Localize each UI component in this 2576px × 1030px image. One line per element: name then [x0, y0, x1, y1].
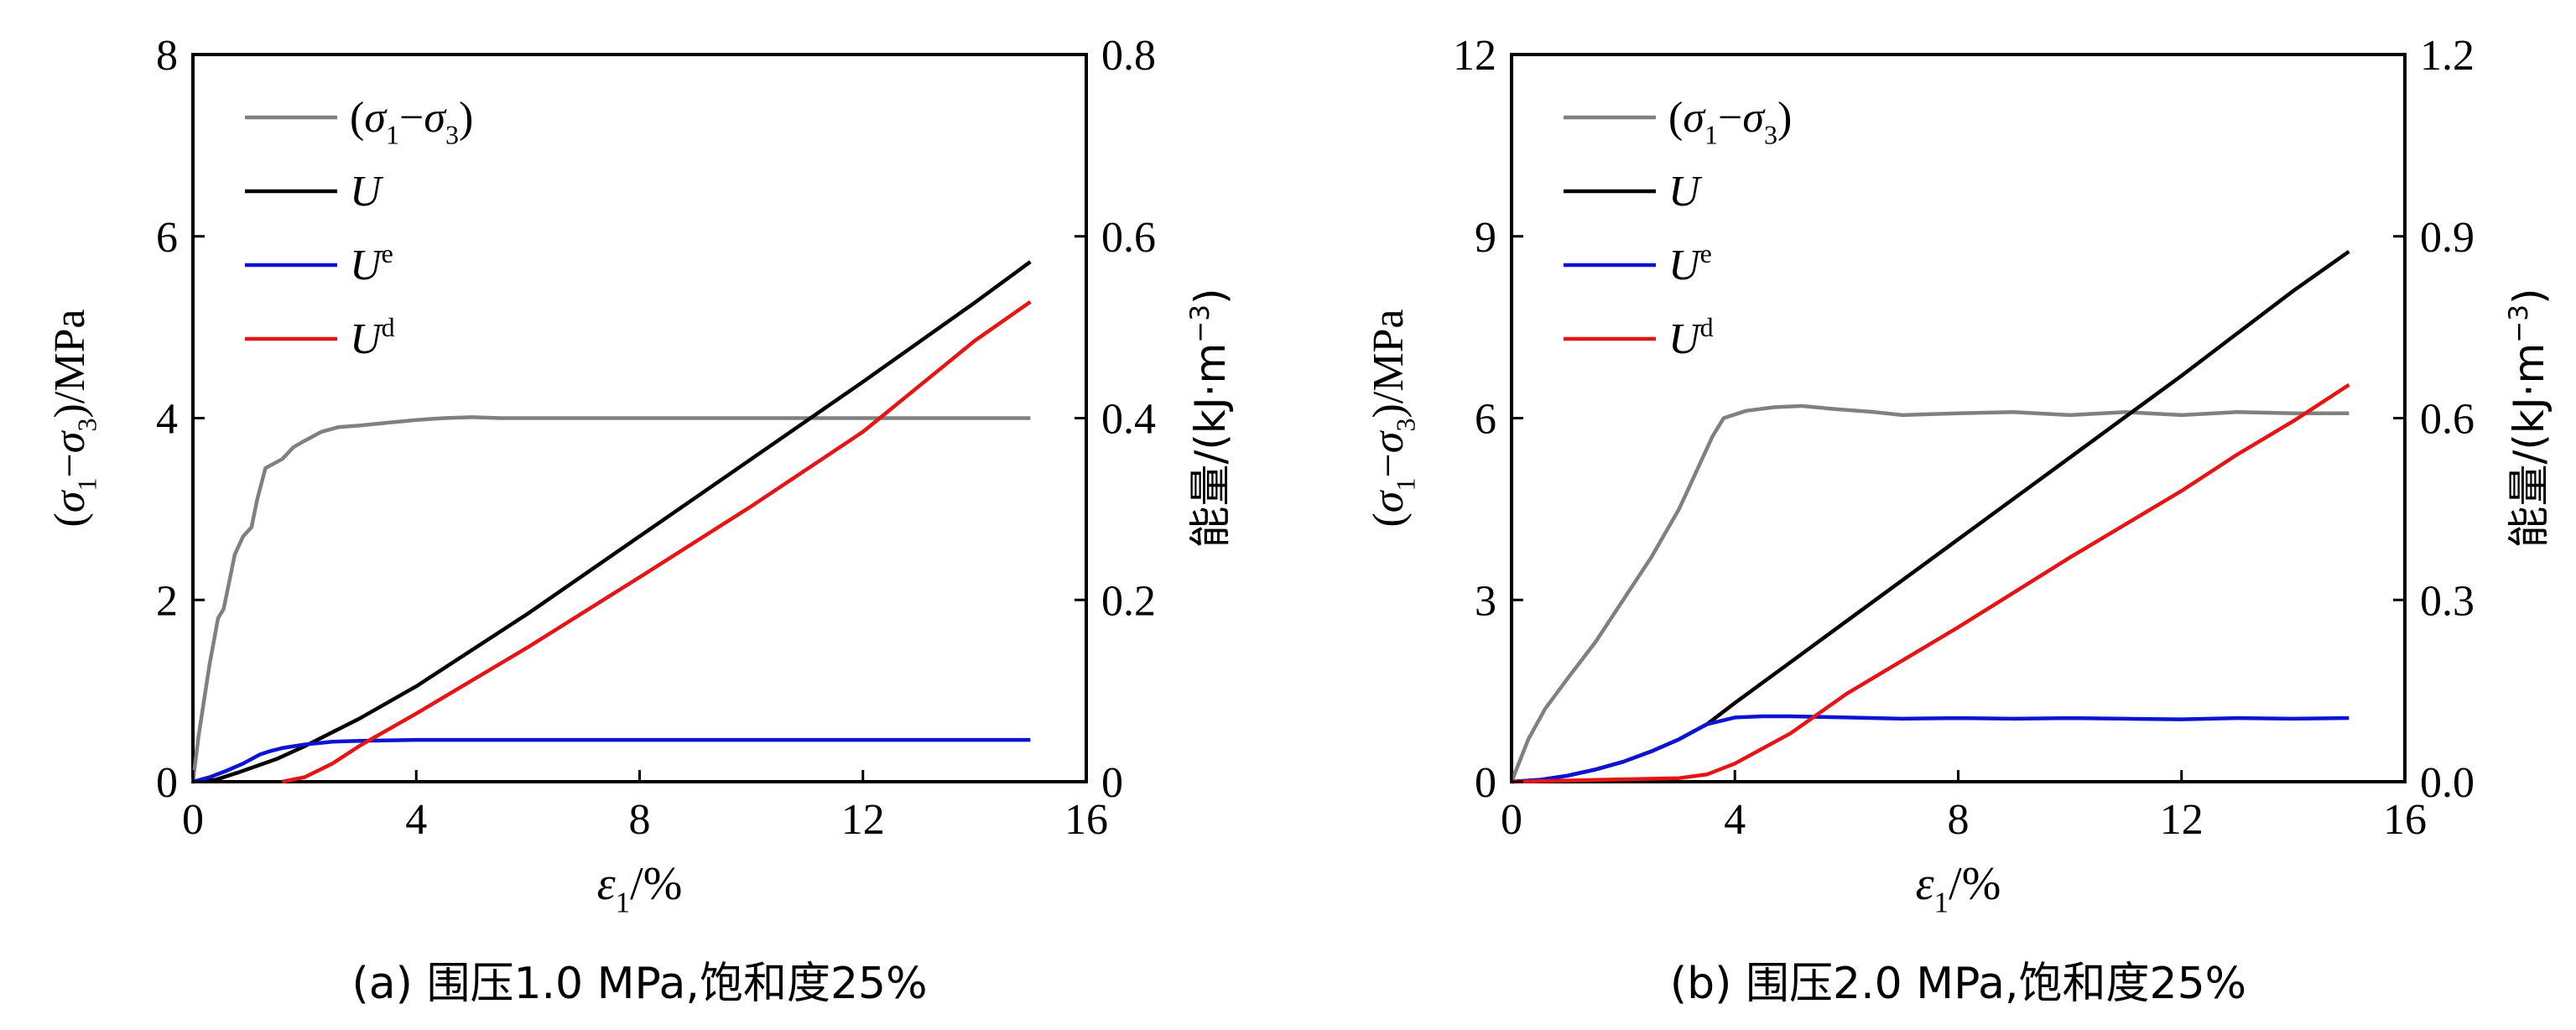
y-axis-label-left: (σ1−σ3)/MPa — [1365, 309, 1421, 527]
y-left-tick-label: 6 — [156, 214, 178, 262]
y-right-tick-label: 0.3 — [2420, 577, 2475, 625]
series-layer — [190, 260, 1032, 784]
series-line-u — [192, 260, 1032, 784]
legend: (σ1−σ3) U Ue​ Ud​ — [245, 94, 473, 363]
y-left-tick-label: 4 — [156, 396, 178, 444]
x-tick-label: 12 — [841, 796, 885, 844]
legend-label-s1-s3: (σ1−σ3) — [1668, 94, 1792, 150]
x-tick-label: 12 — [2160, 796, 2204, 844]
y-left-tick-label: 2 — [156, 577, 178, 625]
legend-label-ue: Ue​ — [1668, 238, 1712, 289]
x-axis-label: ε1/% — [597, 858, 683, 919]
y-left-tick-label: 6 — [1475, 396, 1496, 444]
series-line-s1-s3 — [190, 415, 1031, 783]
y-left-tick-label: 9 — [1475, 214, 1496, 262]
y-right-tick-label: 0.6 — [1101, 214, 1156, 262]
series-line-s1-s3 — [1509, 403, 2350, 783]
x-tick-label: 0 — [182, 796, 204, 844]
y-right-tick-label: 0.6 — [2420, 396, 2475, 444]
y-left-tick-label: 0 — [156, 759, 178, 807]
x-tick-label: 0 — [1501, 796, 1522, 844]
y-right-tick-label: 0.8 — [1101, 32, 1156, 80]
axis-ticks: 0 4 8 12 16 0 3 6 9 12 0.0 0.3 0.6 0.9 1.2 — [1453, 32, 2475, 844]
series-line-ue — [192, 737, 1031, 784]
y-right-tick-label: 0.0 — [2420, 759, 2475, 807]
x-tick-label: 4 — [1724, 796, 1746, 844]
legend-label-u: U — [350, 168, 384, 216]
plot-frame — [1510, 53, 2407, 783]
x-axis-label: ε1/% — [1916, 858, 2001, 919]
y-left-tick-label: 8 — [156, 32, 178, 80]
y-left-tick-label: 12 — [1453, 32, 1496, 80]
legend: (σ1−σ3) U Ue​ Ud​ — [1564, 94, 1792, 363]
y-left-tick-label: 0 — [1475, 759, 1496, 807]
y-left-tick-label: 3 — [1475, 577, 1496, 625]
legend-label-ue: Ue​ — [350, 238, 393, 289]
x-tick-label: 8 — [1948, 796, 1970, 844]
x-tick-label: 8 — [629, 796, 651, 844]
legend-label-ud: Ud​ — [1668, 312, 1714, 363]
y-axis-label-left: (σ1−σ3)/MPa — [46, 309, 102, 527]
series-line-ud — [1511, 382, 2350, 784]
y-right-tick-label: 0.4 — [1101, 396, 1156, 444]
y-right-tick-label: 0 — [1101, 759, 1123, 807]
panel-caption: (a) 围压1.0 MPa,饱和度25% — [351, 959, 927, 1009]
series-line-ud — [282, 299, 1032, 784]
x-tick-label: 16 — [2383, 796, 2427, 844]
y-right-tick-label: 1.2 — [2420, 32, 2475, 80]
y-right-tick-label: 0.9 — [2420, 214, 2475, 262]
panel-caption: (b) 围压2.0 MPa,饱和度25% — [1670, 959, 2246, 1009]
series-layer — [1509, 249, 2350, 784]
x-tick-label: 16 — [1064, 796, 1108, 844]
legend-label-s1-s3: (σ1−σ3) — [350, 94, 473, 150]
x-tick-label: 4 — [405, 796, 427, 844]
series-line-ue — [1511, 714, 2350, 784]
legend-label-u: U — [1668, 168, 1703, 216]
y-right-tick-label: 0.2 — [1101, 577, 1156, 625]
series-line-u — [1511, 249, 2350, 784]
y-axis-label-right: 能量/(kJ·m−3) — [1185, 289, 1235, 549]
y-axis-label-right: 能量/(kJ·m−3) — [2504, 289, 2553, 549]
chart-panel-b: 0 4 8 12 16 0 3 6 9 12 0.0 0.3 0.6 0.9 1.2 (σ1−σ3) U Ue​… — [1365, 32, 2553, 1009]
legend-label-ud: Ud​ — [350, 312, 395, 363]
